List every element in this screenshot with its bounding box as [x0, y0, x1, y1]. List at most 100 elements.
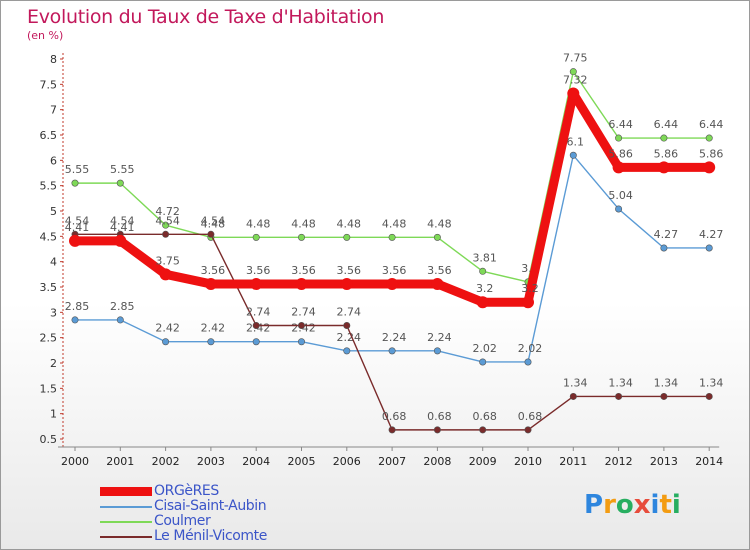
data-label-cisai-saint-aubin: 2.24	[427, 331, 452, 344]
data-label-le-menil-vicomte: 0.68	[518, 410, 543, 423]
data-point-cisai-saint-aubin	[569, 151, 577, 159]
data-point-le-menil-vicomte	[162, 230, 170, 238]
data-point-orgeres	[114, 234, 127, 247]
data-point-orgeres	[522, 296, 534, 309]
data-point-coulmer	[116, 179, 124, 187]
data-label-orgeres: 3.56	[337, 264, 362, 277]
y-tick-label: 1	[50, 408, 57, 421]
data-label-le-menil-vicomte: 4.54	[65, 214, 90, 227]
x-tick-label: 2007	[378, 455, 406, 468]
data-label-orgeres: 3.2	[476, 282, 494, 295]
data-label-coulmer: 7.75	[563, 52, 588, 65]
data-point-cisai-saint-aubin	[297, 338, 305, 346]
data-label-orgeres: 3.56	[427, 264, 452, 277]
data-label-orgeres: 5.86	[608, 147, 633, 160]
data-label-cisai-saint-aubin: 4.27	[699, 228, 724, 241]
data-point-cisai-saint-aubin	[479, 358, 487, 366]
data-point-orgeres	[295, 277, 308, 290]
legend-item-le-menil-vicomte: Le Ménil-Vicomte	[100, 529, 267, 544]
legend-item-coulmer: Coulmer	[100, 514, 267, 529]
x-tick-label: 2001	[106, 455, 134, 468]
y-tick-label: 6	[50, 154, 57, 167]
data-label-le-menil-vicomte: 0.68	[427, 410, 452, 423]
legend-label: Le Ménil-Vicomte	[154, 528, 267, 544]
data-label-orgeres: 5.86	[699, 147, 724, 160]
data-label-le-menil-vicomte: 2.74	[291, 306, 316, 319]
data-point-coulmer	[569, 68, 577, 76]
data-point-le-menil-vicomte	[569, 392, 577, 400]
data-label-coulmer: 4.48	[382, 217, 407, 230]
x-tick-label: 2004	[242, 455, 270, 468]
data-label-le-menil-vicomte: 0.68	[472, 410, 497, 423]
data-label-orgeres: 3.56	[201, 264, 226, 277]
data-point-coulmer	[660, 134, 668, 142]
y-tick-label: 1.5	[40, 382, 58, 395]
data-point-orgeres	[340, 277, 353, 290]
y-tick-label: 8	[50, 53, 57, 66]
data-label-orgeres: 7.32	[563, 73, 588, 86]
data-point-orgeres	[567, 87, 580, 100]
data-label-coulmer: 4.72	[155, 205, 180, 218]
data-label-le-menil-vicomte: 4.54	[155, 214, 180, 227]
legend-label: ORGèRES	[154, 483, 219, 499]
data-point-le-menil-vicomte	[524, 426, 532, 434]
data-label-cisai-saint-aubin: 6.1	[567, 135, 585, 148]
proxiti-logo: Proxiti	[584, 490, 681, 520]
chart-title: Evolution du Taux de Taxe d'Habitation	[27, 6, 385, 28]
data-point-le-menil-vicomte	[479, 426, 487, 434]
data-point-cisai-saint-aubin	[162, 338, 170, 346]
data-point-orgeres	[612, 161, 625, 174]
y-tick-label: 4	[50, 256, 57, 269]
logo-letter: i	[650, 490, 660, 520]
data-label-le-menil-vicomte: 2.74	[246, 306, 271, 319]
x-tick-label: 2003	[197, 455, 225, 468]
data-label-orgeres: 3.56	[246, 264, 271, 277]
data-point-coulmer	[252, 233, 260, 241]
logo-letter: x	[633, 490, 651, 520]
data-label-le-menil-vicomte: 1.34	[563, 376, 588, 389]
data-label-orgeres: 3.56	[382, 264, 407, 277]
logo-letter: i	[671, 490, 681, 520]
data-point-cisai-saint-aubin	[116, 316, 124, 324]
y-tick-label: 5	[50, 205, 57, 218]
x-tick-label: 2009	[469, 455, 497, 468]
data-label-orgeres: 3.2	[521, 282, 539, 295]
data-label-coulmer: 4.48	[291, 217, 316, 230]
data-point-cisai-saint-aubin	[71, 316, 79, 324]
x-tick-label: 2005	[288, 455, 316, 468]
data-point-le-menil-vicomte	[615, 392, 623, 400]
y-unit-label: (en %)	[27, 29, 64, 42]
data-point-cisai-saint-aubin	[343, 347, 351, 355]
logo-letter: o	[615, 490, 634, 520]
x-tick-label: 2008	[423, 455, 451, 468]
data-label-orgeres: 5.86	[654, 147, 679, 160]
data-label-le-menil-vicomte: 4.54	[110, 214, 135, 227]
legend-swatch	[100, 520, 152, 523]
data-label-orgeres: 4.41	[65, 221, 90, 234]
x-tick-label: 2012	[605, 455, 633, 468]
data-label-cisai-saint-aubin: 2.24	[382, 331, 407, 344]
data-point-le-menil-vicomte	[388, 426, 396, 434]
data-point-cisai-saint-aubin	[433, 347, 441, 355]
data-point-coulmer	[433, 233, 441, 241]
y-tick-label: 6.5	[40, 129, 58, 142]
data-label-coulmer: 4.48	[337, 217, 362, 230]
data-label-cisai-saint-aubin: 2.85	[110, 300, 135, 313]
data-point-le-menil-vicomte	[660, 392, 668, 400]
data-point-coulmer	[479, 267, 487, 275]
data-point-le-menil-vicomte	[343, 322, 351, 330]
data-point-coulmer	[705, 134, 713, 142]
y-tick-label: 2.5	[40, 332, 58, 345]
data-label-coulmer: 3.81	[472, 251, 497, 264]
x-tick-label: 2013	[650, 455, 678, 468]
legend-swatch	[100, 535, 152, 538]
data-label-coulmer: 4.48	[427, 217, 452, 230]
data-point-cisai-saint-aubin	[524, 358, 532, 366]
y-tick-label: 2	[50, 357, 57, 370]
data-label-cisai-saint-aubin: 2.42	[201, 322, 226, 335]
y-tick-label: 7.5	[40, 78, 58, 91]
data-label-orgeres: 3.56	[291, 264, 316, 277]
legend-item-orgeres: ORGèRES	[100, 484, 267, 499]
data-point-orgeres	[476, 296, 489, 309]
data-label-cisai-saint-aubin: 2.85	[65, 300, 90, 313]
